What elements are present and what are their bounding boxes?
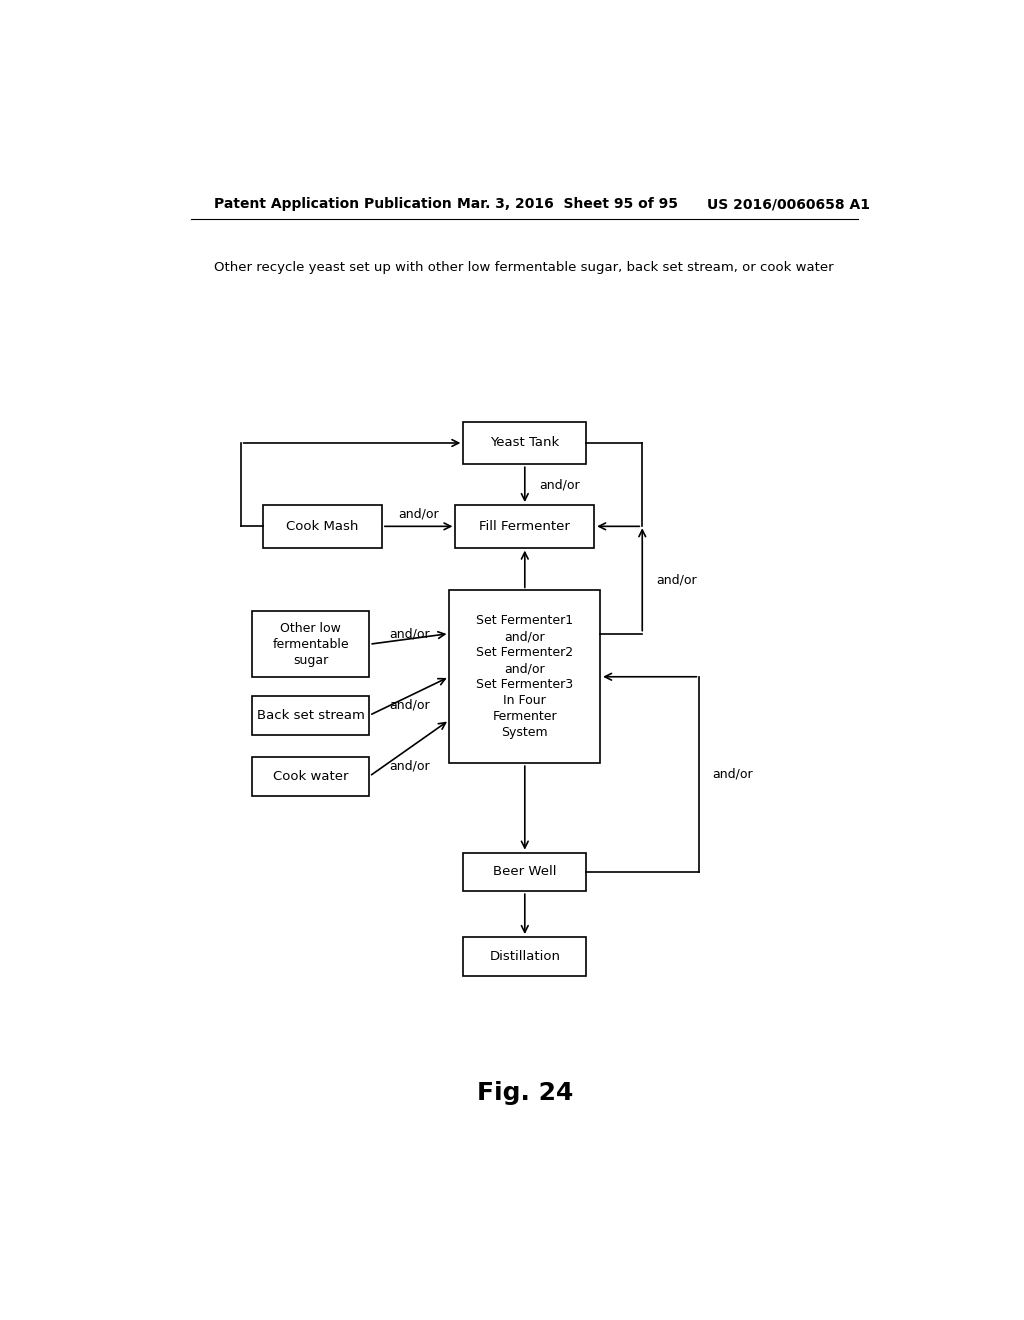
- Bar: [463, 421, 587, 465]
- Text: Other low
fermentable
sugar: Other low fermentable sugar: [272, 622, 349, 667]
- Text: Mar. 3, 2016  Sheet 95 of 95: Mar. 3, 2016 Sheet 95 of 95: [458, 197, 678, 211]
- Bar: [450, 590, 600, 763]
- Text: and/or: and/or: [656, 573, 697, 586]
- Text: and/or: and/or: [389, 698, 430, 711]
- Text: Distillation: Distillation: [489, 950, 560, 962]
- Text: US 2016/0060658 A1: US 2016/0060658 A1: [708, 197, 870, 211]
- Text: Beer Well: Beer Well: [493, 866, 557, 878]
- Text: Patent Application Publication: Patent Application Publication: [214, 197, 452, 211]
- Text: and/or: and/or: [398, 508, 439, 520]
- Bar: [252, 696, 370, 735]
- Text: Fill Fermenter: Fill Fermenter: [479, 520, 570, 533]
- Bar: [463, 937, 587, 975]
- Text: Other recycle yeast set up with other low fermentable sugar, back set stream, or: Other recycle yeast set up with other lo…: [214, 260, 834, 273]
- Bar: [252, 758, 370, 796]
- Text: Back set stream: Back set stream: [257, 709, 365, 722]
- Text: Cook water: Cook water: [272, 770, 348, 783]
- Text: and/or: and/or: [539, 478, 580, 491]
- Text: Set Fermenter1
and/or
Set Fermenter2
and/or
Set Fermenter3
In Four
Fermenter
Sys: Set Fermenter1 and/or Set Fermenter2 and…: [476, 614, 573, 739]
- Text: and/or: and/or: [389, 760, 430, 772]
- Bar: [463, 853, 587, 891]
- Bar: [252, 611, 370, 677]
- Text: Fig. 24: Fig. 24: [476, 1081, 573, 1105]
- Text: Cook Mash: Cook Mash: [287, 520, 358, 533]
- Text: and/or: and/or: [389, 627, 430, 640]
- Text: and/or: and/or: [712, 768, 753, 781]
- Bar: [456, 506, 594, 548]
- Text: Yeast Tank: Yeast Tank: [490, 437, 559, 450]
- Bar: [263, 506, 382, 548]
